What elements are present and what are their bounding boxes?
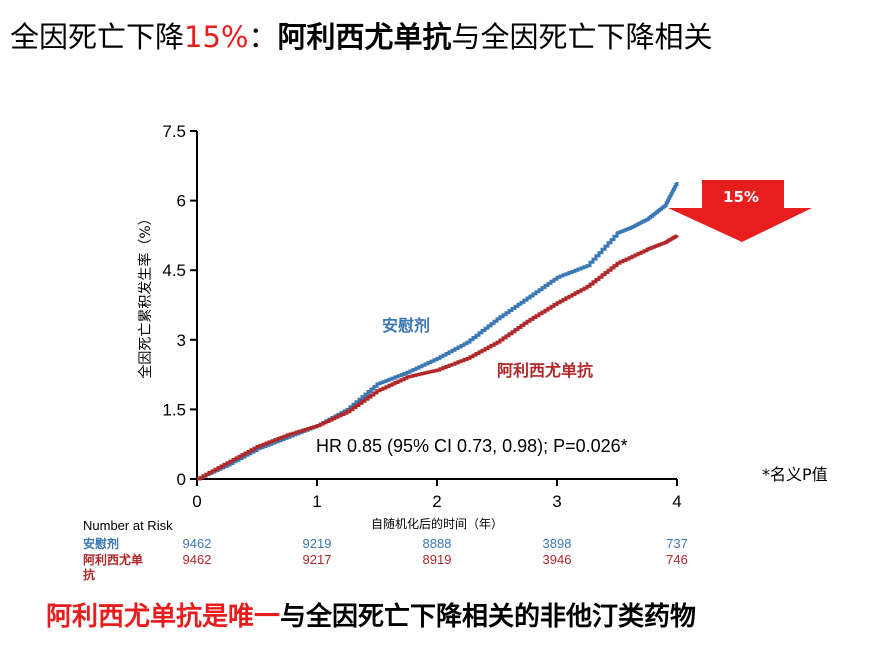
title-colon: ：	[248, 20, 278, 54]
y-tick-label: 6	[177, 192, 186, 211]
risk-cell: 9219	[303, 536, 332, 551]
title-drug: 阿利西尤单抗	[277, 20, 452, 54]
y-tick-label: 3	[177, 331, 186, 350]
risk-cell: 9462	[183, 536, 212, 551]
title-part5: 与全因死亡下降相关	[451, 20, 713, 54]
hr-annotation: HR 0.85 (95% CI 0.73, 0.98); P=0.026*	[316, 436, 628, 456]
risk-cell: 8888	[423, 536, 452, 551]
drug-series-line	[197, 234, 679, 481]
x-tick-label: 1	[312, 492, 321, 511]
y-axis-label: 全因死亡累积发生率（%）	[137, 211, 154, 378]
title-percent: 15%	[184, 20, 249, 54]
risk-cell: 9462	[183, 552, 212, 567]
risk-cell: 9217	[303, 552, 332, 567]
x-tick-label: 4	[672, 492, 681, 511]
conclusion-red: 阿利西尤单抗是唯一	[46, 602, 281, 632]
y-tick-label: 4.5	[162, 261, 186, 280]
risk-cell: 746	[666, 552, 688, 567]
arrow-label: 15%	[723, 188, 759, 206]
risk-cell: 3898	[543, 536, 572, 551]
y-tick-label: 7.5	[162, 122, 186, 141]
page-title: 全因死亡下降15%：阿利西尤单抗与全因死亡下降相关	[10, 14, 713, 56]
conclusion-black: 与全因死亡下降相关的非他汀类药物	[280, 602, 697, 632]
drug-label: 阿利西尤单抗	[497, 361, 593, 380]
placebo-label: 安慰剂	[382, 316, 430, 335]
conclusion-text: 阿利西尤单抗是唯一与全因死亡下降相关的非他汀类药物	[46, 596, 696, 633]
risk-table-header: Number at Risk	[83, 518, 173, 533]
risk-row-label: 安慰剂	[83, 536, 119, 551]
y-tick-label: 1.5	[162, 400, 186, 419]
footnote: *名义P值	[762, 465, 828, 484]
placebo-series-line	[197, 182, 679, 481]
x-tick-label: 2	[432, 492, 441, 511]
x-tick-label: 3	[552, 492, 561, 511]
title-part1: 全因死亡下降	[10, 20, 185, 54]
risk-cell: 737	[666, 536, 688, 551]
y-tick-label: 0	[177, 470, 186, 489]
risk-cell: 3946	[543, 552, 572, 567]
risk-row-label: 阿利西尤单	[83, 552, 143, 567]
risk-row-label-cont: 抗	[83, 567, 95, 582]
x-tick-label: 0	[192, 492, 201, 511]
risk-cell: 8919	[423, 552, 452, 567]
down-arrow-icon	[668, 180, 812, 242]
x-axis-label: 自随机化后的时间（年）	[371, 516, 503, 531]
